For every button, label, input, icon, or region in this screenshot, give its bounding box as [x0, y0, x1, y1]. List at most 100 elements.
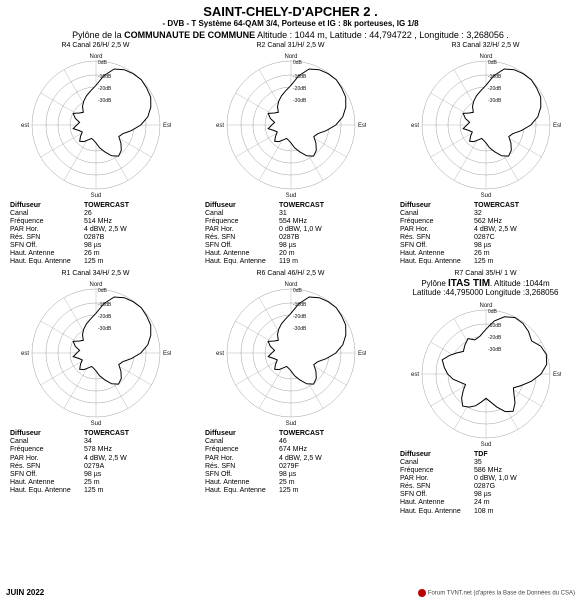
pylone-lon: 3,268056 . [466, 30, 509, 40]
spec-key: Haut. Equ. Antenne [205, 258, 279, 266]
cell-header: R7 Canal 35/H/ 1 W [394, 270, 577, 277]
spec-key: Diffuseur [205, 430, 279, 438]
spec-val: 108 m [474, 508, 577, 516]
spec-val: 586 MHz [474, 467, 577, 475]
spec-val: 125 m [84, 258, 187, 266]
spec-key: Fréquence [400, 218, 474, 226]
footer-source-text: Forum TVNT.net (d'après la Base de Donné… [428, 591, 575, 597]
secondary-pylone: Pylône ITAS TIM. Altitude :1044m Latitud… [394, 278, 577, 298]
svg-text:-20dB: -20dB [293, 86, 307, 92]
spec-key: Diffuseur [205, 202, 279, 210]
svg-text:Ouest: Ouest [216, 351, 224, 357]
svg-text:Sud: Sud [90, 193, 101, 199]
svg-text:-30dB: -30dB [293, 98, 307, 104]
cell-header: R3 Canal 32/H/ 2,5 W [394, 42, 577, 49]
chart-cell: R4 Canal 26/H/ 2,5 W -30dB-20dB-10dB0dB … [4, 42, 187, 266]
svg-text:Ouest: Ouest [216, 123, 224, 129]
spec-val: 24 m [474, 499, 577, 507]
spec-key: Canal [205, 210, 279, 218]
spec-key: Haut. Antenne [10, 250, 84, 258]
spec-key: Haut. Equ. Antenne [400, 258, 474, 266]
spec-key: Diffuseur [400, 202, 474, 210]
pylone-lat: 44,794722 , [369, 30, 417, 40]
svg-text:Sud: Sud [285, 193, 296, 199]
spec-val: 0287G [474, 483, 577, 491]
spec-val: 25 m [84, 479, 187, 487]
chart-cell: R2 Canal 31/H/ 2,5 W -30dB-20dB-10dB0dB … [199, 42, 382, 266]
spec-key: SFN Off. [205, 471, 279, 479]
spec-key: Haut. Antenne [400, 250, 474, 258]
spec-key: Rés. SFN [10, 463, 84, 471]
spec-key: Haut. Antenne [205, 250, 279, 258]
svg-text:Ouest: Ouest [21, 351, 29, 357]
pylone-prefix: Pylône de la [72, 30, 124, 40]
spec-key: PAR Hor. [400, 226, 474, 234]
svg-text:-20dB: -20dB [488, 86, 502, 92]
spec-val: 4 dBW, 2,5 W [474, 226, 577, 234]
spec-val: TOWERCAST [279, 430, 382, 438]
spec-key: Fréquence [10, 218, 84, 226]
spec-val: 98 µs [474, 242, 577, 250]
svg-text:0dB: 0dB [488, 309, 498, 315]
svg-text:Nord: Nord [479, 303, 492, 309]
spec-key: SFN Off. [205, 242, 279, 250]
spec-val: 0287B [84, 234, 187, 242]
spec-key: Rés. SFN [10, 234, 84, 242]
pylone-alt-lbl: Altitude : [255, 30, 292, 40]
spec-val: 35 [474, 459, 577, 467]
logo-dot [418, 589, 426, 597]
spec-block: DiffuseurTOWERCAST Canal34 Fréquence578 … [4, 430, 187, 494]
spec-key: Haut. Equ. Antenne [10, 487, 84, 495]
spec-val: 26 m [84, 250, 187, 258]
svg-text:-30dB: -30dB [293, 326, 307, 332]
spec-key: Fréquence [400, 467, 474, 475]
svg-text:Sud: Sud [285, 421, 296, 427]
svg-text:Nord: Nord [479, 54, 492, 60]
svg-text:-10dB: -10dB [293, 302, 307, 308]
spec-val: 125 m [279, 487, 382, 495]
spec-val: TOWERCAST [279, 202, 382, 210]
spec-block: DiffuseurTOWERCAST Canal46 Fréquence674 … [199, 430, 382, 494]
chart-cell: R3 Canal 32/H/ 2,5 W -30dB-20dB-10dB0dB … [394, 42, 577, 266]
spec-key: Haut. Antenne [205, 479, 279, 487]
pylone-lat-lbl: Latitude : [327, 30, 367, 40]
cell-header: R6 Canal 46/H/ 2,5 W [199, 270, 382, 277]
spec-key: Fréquence [10, 446, 84, 454]
spec-val: 98 µs [474, 491, 577, 499]
svg-text:-30dB: -30dB [98, 98, 112, 104]
spec-key: Diffuseur [10, 202, 84, 210]
svg-text:Ouest: Ouest [411, 123, 419, 129]
spec-val: 4 dBW, 2,5 W [279, 455, 382, 463]
spec-key: Haut. Equ. Antenne [400, 508, 474, 516]
spec-val: TOWERCAST [474, 202, 577, 210]
polar-chart: -30dB-20dB-10dB0dB Nord Est Sud Ouest [411, 50, 561, 200]
svg-text:Sud: Sud [480, 193, 491, 199]
spec-val: 26 m [474, 250, 577, 258]
spec-val: 562 MHz [474, 218, 577, 226]
svg-text:Est: Est [358, 123, 366, 129]
spec-val: 0279A [84, 463, 187, 471]
spec-key: Canal [400, 459, 474, 467]
pylone-owner: COMMUNAUTE DE COMMUNE [124, 30, 255, 40]
svg-text:0dB: 0dB [293, 60, 303, 66]
spec-key: Canal [10, 438, 84, 446]
svg-text:0dB: 0dB [98, 288, 108, 294]
spec-key: Haut. Equ. Antenne [205, 487, 279, 495]
spec-key: Haut. Antenne [10, 479, 84, 487]
spec-val: 119 m [279, 258, 382, 266]
svg-text:-10dB: -10dB [98, 74, 112, 80]
spec-key: Canal [400, 210, 474, 218]
spec-key: SFN Off. [10, 471, 84, 479]
spec-val: 0 dBW, 1,0 W [474, 475, 577, 483]
svg-text:Nord: Nord [89, 54, 102, 60]
svg-text:Est: Est [163, 351, 171, 357]
spec-val: 4 dBW, 2,5 W [84, 455, 187, 463]
spec-key: Diffuseur [400, 451, 474, 459]
spec-key: Haut. Antenne [400, 499, 474, 507]
spec-key: Canal [205, 438, 279, 446]
spec-val: 98 µs [279, 242, 382, 250]
svg-text:0dB: 0dB [488, 60, 498, 66]
spec-val: 0279F [279, 463, 382, 471]
svg-text:Ouest: Ouest [21, 123, 29, 129]
spec-key: PAR Hor. [10, 455, 84, 463]
